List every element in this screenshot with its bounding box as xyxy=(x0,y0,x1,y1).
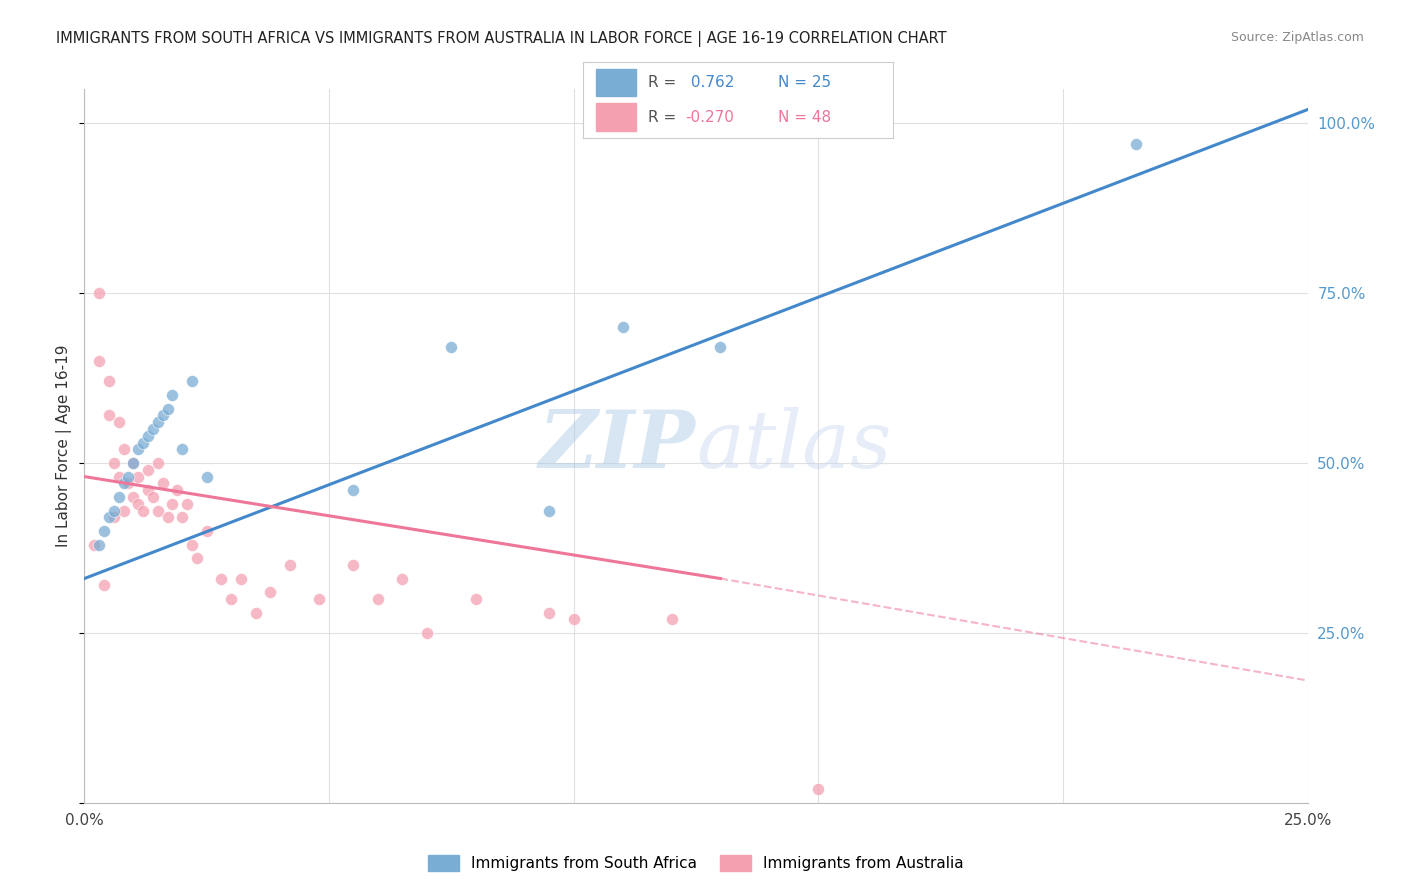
Point xyxy=(156,510,179,524)
Point xyxy=(97,409,120,423)
Point xyxy=(107,469,129,483)
Point xyxy=(245,606,267,620)
Point xyxy=(117,469,139,483)
Point xyxy=(127,469,149,483)
Point xyxy=(103,510,125,524)
Text: R =: R = xyxy=(648,75,682,90)
Text: atlas: atlas xyxy=(696,408,891,484)
Point xyxy=(87,286,110,301)
Point xyxy=(152,409,174,423)
Point xyxy=(278,558,301,572)
Point xyxy=(1125,136,1147,151)
Point xyxy=(342,558,364,572)
Point xyxy=(136,429,159,443)
Point xyxy=(132,435,155,450)
Point xyxy=(136,483,159,498)
Point xyxy=(146,456,169,470)
Point xyxy=(308,591,330,606)
Point xyxy=(661,612,683,626)
Point xyxy=(709,341,731,355)
Point xyxy=(136,463,159,477)
Point xyxy=(538,503,561,517)
Point xyxy=(103,503,125,517)
Bar xyxy=(596,103,636,130)
Point xyxy=(142,422,165,436)
Text: R =: R = xyxy=(648,110,682,125)
Point xyxy=(181,537,204,551)
Point xyxy=(807,782,830,797)
Text: 0.762: 0.762 xyxy=(686,75,734,90)
Point xyxy=(186,551,208,566)
Point xyxy=(107,415,129,429)
Text: N = 48: N = 48 xyxy=(779,110,831,125)
Point xyxy=(112,442,135,457)
Text: IMMIGRANTS FROM SOUTH AFRICA VS IMMIGRANTS FROM AUSTRALIA IN LABOR FORCE | AGE 1: IMMIGRANTS FROM SOUTH AFRICA VS IMMIGRAN… xyxy=(56,31,946,47)
Point xyxy=(440,341,463,355)
Point xyxy=(612,320,634,334)
Point xyxy=(156,401,179,416)
Point xyxy=(391,572,413,586)
Point xyxy=(181,375,204,389)
Point xyxy=(172,510,194,524)
Point xyxy=(97,510,120,524)
Point xyxy=(112,503,135,517)
Point xyxy=(127,497,149,511)
Point xyxy=(172,442,194,457)
Point xyxy=(538,606,561,620)
Point xyxy=(103,456,125,470)
Point xyxy=(162,388,184,402)
Point xyxy=(416,626,439,640)
Point xyxy=(87,537,110,551)
Point xyxy=(229,572,252,586)
Point xyxy=(93,524,115,538)
Point xyxy=(97,375,120,389)
Point xyxy=(112,476,135,491)
Point xyxy=(152,476,174,491)
Point xyxy=(195,524,218,538)
Point xyxy=(219,591,242,606)
Point xyxy=(195,469,218,483)
Point xyxy=(122,456,145,470)
Point xyxy=(464,591,486,606)
Point xyxy=(132,503,155,517)
Point xyxy=(162,497,184,511)
Bar xyxy=(596,69,636,95)
Point xyxy=(93,578,115,592)
Text: N = 25: N = 25 xyxy=(779,75,831,90)
Text: -0.270: -0.270 xyxy=(686,110,734,125)
Point xyxy=(146,415,169,429)
Point xyxy=(166,483,188,498)
Point xyxy=(562,612,585,626)
Text: ZIP: ZIP xyxy=(538,408,696,484)
Point xyxy=(146,503,169,517)
Point xyxy=(176,497,198,511)
Point xyxy=(107,490,129,504)
Point xyxy=(142,490,165,504)
Point xyxy=(367,591,389,606)
Point xyxy=(87,354,110,368)
Point xyxy=(127,442,149,457)
Point xyxy=(117,476,139,491)
Legend: Immigrants from South Africa, Immigrants from Australia: Immigrants from South Africa, Immigrants… xyxy=(422,849,970,877)
Point xyxy=(122,490,145,504)
Point xyxy=(209,572,232,586)
Point xyxy=(122,456,145,470)
Point xyxy=(259,585,281,599)
Point xyxy=(342,483,364,498)
Y-axis label: In Labor Force | Age 16-19: In Labor Force | Age 16-19 xyxy=(55,344,72,548)
Point xyxy=(83,537,105,551)
Text: Source: ZipAtlas.com: Source: ZipAtlas.com xyxy=(1230,31,1364,45)
